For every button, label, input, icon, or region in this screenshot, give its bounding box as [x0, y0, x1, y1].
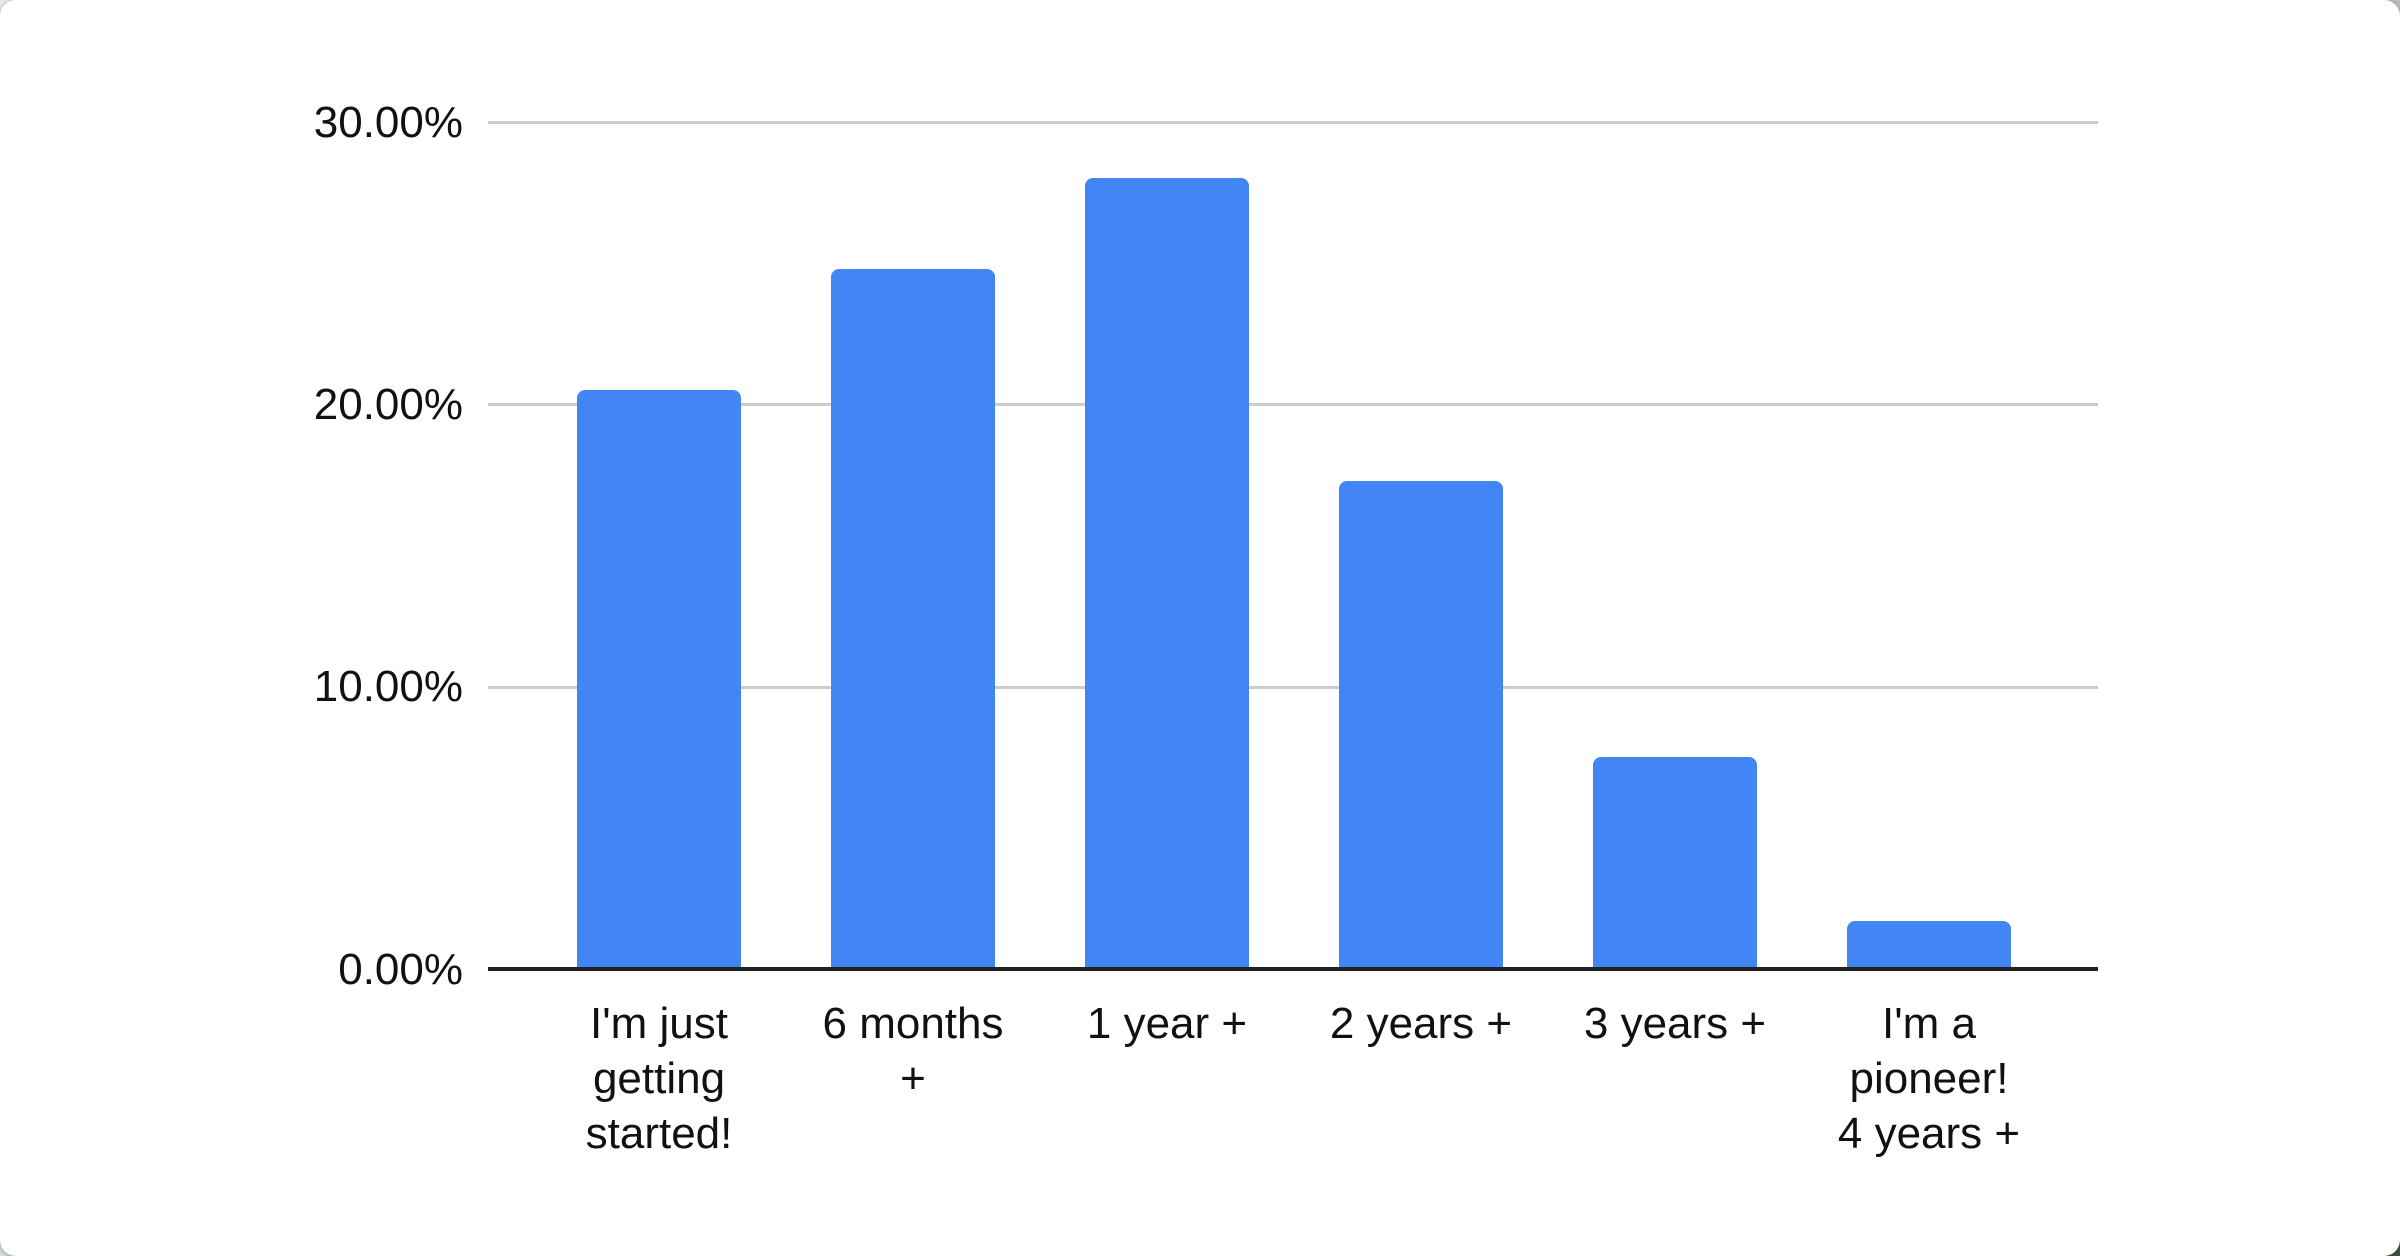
x-category-label-3: 1 year + — [1027, 996, 1307, 1051]
bar-3[interactable] — [1085, 178, 1249, 969]
x-category-label-line: + — [900, 1054, 926, 1103]
x-category-label-6: I'm a pioneer! 4 years + — [1789, 996, 2069, 1161]
y-tick-label: 30.00% — [313, 98, 463, 147]
gridline-20 — [488, 403, 2098, 406]
x-category-label-2: 6 months + — [773, 996, 1053, 1106]
x-category-label-1: I'm just getting started! — [519, 996, 799, 1161]
x-category-label-line: I'm a — [1882, 999, 1976, 1048]
x-category-label-line: getting — [592, 1054, 726, 1103]
x-axis-line — [488, 967, 2098, 971]
gridline-10 — [488, 686, 2098, 689]
x-category-label-line: 4 years + — [1837, 1109, 2021, 1158]
x-category-label-line: I'm just — [590, 999, 728, 1048]
y-tick-label: 20.00% — [313, 380, 463, 429]
x-category-label-4: 2 years + — [1281, 996, 1561, 1051]
gridline-30 — [488, 121, 2098, 124]
x-category-label-line: started! — [585, 1109, 733, 1158]
y-tick-label: 0.00% — [338, 945, 463, 994]
bar-1[interactable] — [577, 390, 741, 969]
y-tick-label: 10.00% — [313, 662, 463, 711]
bar-4[interactable] — [1339, 481, 1503, 969]
x-category-label-line: 6 months — [822, 999, 1004, 1048]
x-category-label-line: pioneer! — [1849, 1054, 2009, 1103]
bar-6[interactable] — [1847, 921, 2011, 969]
bar-2[interactable] — [831, 269, 995, 969]
x-category-label-line: 1 year + — [1086, 999, 1248, 1048]
x-category-label-line: 3 years + — [1583, 999, 1767, 1048]
x-category-label-5: 3 years + — [1535, 996, 1815, 1051]
x-category-label-line: 2 years + — [1329, 999, 1513, 1048]
bar-5[interactable] — [1593, 757, 1757, 969]
